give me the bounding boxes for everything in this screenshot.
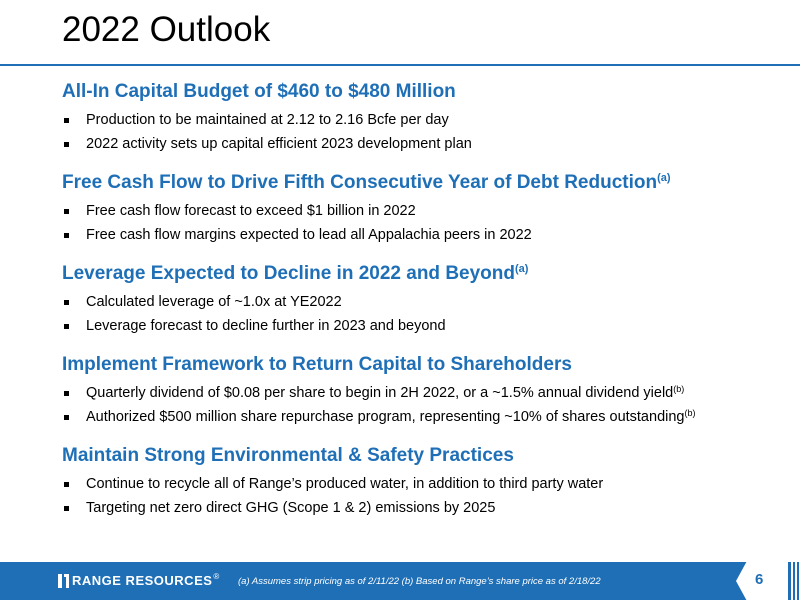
bullet-list: Production to be maintained at 2.12 to 2… xyxy=(62,109,782,157)
title-divider xyxy=(0,64,800,66)
section-free-cash-flow: Free Cash Flow to Drive Fifth Consecutiv… xyxy=(62,171,782,248)
section-capital-budget: All-In Capital Budget of $460 to $480 Mi… xyxy=(62,80,782,157)
bullet-marker-icon xyxy=(64,209,69,214)
bullet-item: Leverage forecast to decline further in … xyxy=(62,315,782,339)
bullet-item: Calculated leverage of ~1.0x at YE2022 xyxy=(62,291,782,315)
bullet-marker-icon xyxy=(64,415,69,420)
bullet-item: Targeting net zero direct GHG (Scope 1 &… xyxy=(62,497,782,521)
bullet-item: Free cash flow margins expected to lead … xyxy=(62,224,782,248)
bullet-item: Free cash flow forecast to exceed $1 bil… xyxy=(62,200,782,224)
bullet-marker-icon xyxy=(64,142,69,147)
section-leverage: Leverage Expected to Decline in 2022 and… xyxy=(62,262,782,339)
section-return-capital: Implement Framework to Return Capital to… xyxy=(62,353,782,430)
bullet-marker-icon xyxy=(64,233,69,238)
bullet-marker-icon xyxy=(64,506,69,511)
range-logo-icon xyxy=(58,573,69,588)
bullet-marker-icon xyxy=(64,482,69,487)
page-number: 6 xyxy=(755,571,764,588)
bullet-item: Quarterly dividend of $0.08 per share to… xyxy=(62,382,782,406)
bullet-item: Production to be maintained at 2.12 to 2… xyxy=(62,109,782,133)
bullet-list: Continue to recycle all of Range’s produ… xyxy=(62,473,782,521)
footnote: (a) Assumes strip pricing as of 2/11/22 … xyxy=(238,576,601,587)
section-heading: Maintain Strong Environmental & Safety P… xyxy=(62,445,514,466)
logo-text: RANGE RESOURCES xyxy=(72,573,213,588)
footer-bar: RANGE RESOURCES ® (a) Assumes strip pric… xyxy=(0,562,800,600)
slide-title: 2022 Outlook xyxy=(62,10,271,49)
section-heading: Leverage Expected to Decline in 2022 and… xyxy=(62,263,529,284)
bullet-list: Quarterly dividend of $0.08 per share to… xyxy=(62,382,782,430)
section-heading: Free Cash Flow to Drive Fifth Consecutiv… xyxy=(62,172,671,193)
bullet-marker-icon xyxy=(64,391,69,396)
footer-stripes xyxy=(789,562,800,600)
bullet-list: Free cash flow forecast to exceed $1 bil… xyxy=(62,200,782,248)
section-heading: All-In Capital Budget of $460 to $480 Mi… xyxy=(62,81,456,102)
page-number-tab xyxy=(736,562,788,600)
registered-mark: ® xyxy=(213,572,220,581)
bullet-marker-icon xyxy=(64,300,69,305)
slide-content: All-In Capital Budget of $460 to $480 Mi… xyxy=(62,80,782,521)
bullet-list: Calculated leverage of ~1.0x at YE2022 L… xyxy=(62,291,782,339)
company-logo: RANGE RESOURCES ® xyxy=(58,572,220,588)
bullet-item: Continue to recycle all of Range’s produ… xyxy=(62,473,782,497)
section-environmental-safety: Maintain Strong Environmental & Safety P… xyxy=(62,444,782,521)
bullet-item: 2022 activity sets up capital efficient … xyxy=(62,133,782,157)
bullet-marker-icon xyxy=(64,324,69,329)
bullet-item: Authorized $500 million share repurchase… xyxy=(62,406,782,430)
section-heading: Implement Framework to Return Capital to… xyxy=(62,354,572,375)
bullet-marker-icon xyxy=(64,118,69,123)
